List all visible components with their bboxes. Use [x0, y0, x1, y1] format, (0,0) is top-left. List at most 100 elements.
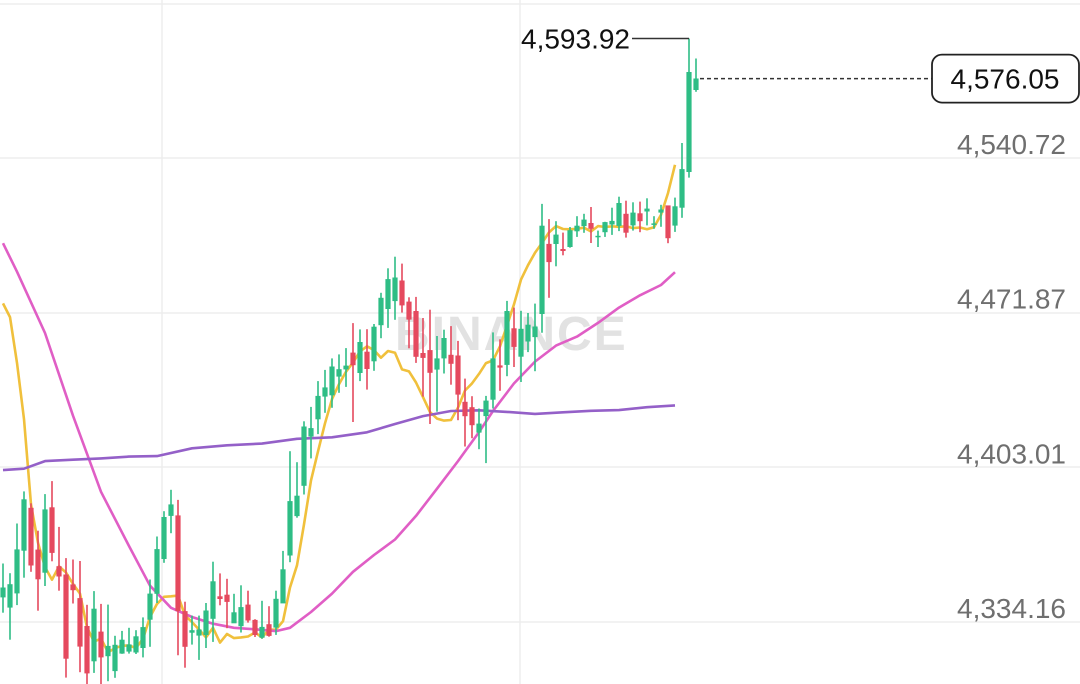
- candle: [14, 523, 20, 606]
- candle: [77, 561, 83, 673]
- candle-body: [539, 225, 545, 314]
- candle-body: [574, 225, 580, 232]
- candle: [315, 381, 321, 435]
- y-axis-ticks: 4,540.72 4,471.87 4,403.01 4,334.16: [957, 129, 1066, 624]
- candle-body: [392, 277, 398, 302]
- candle-body: [308, 428, 314, 437]
- candle-body: [490, 358, 496, 400]
- candle: [112, 635, 118, 678]
- candle: [49, 481, 55, 562]
- candle-body: [483, 400, 489, 417]
- y-tick-label: 4,334.16: [957, 593, 1066, 624]
- candle: [630, 202, 636, 231]
- current-price-box: [931, 53, 1080, 104]
- candle: [322, 369, 328, 413]
- candle-body: [455, 355, 461, 395]
- candle-body: [630, 212, 636, 226]
- candle: [203, 603, 209, 648]
- candle: [350, 323, 356, 422]
- candle-body: [609, 220, 615, 225]
- candle-body: [91, 608, 97, 662]
- candle: [84, 604, 90, 684]
- candle-body: [322, 387, 328, 397]
- candle-body: [294, 495, 300, 517]
- candle-body: [49, 507, 55, 553]
- candlesticks: [0, 38, 699, 684]
- candle-body: [154, 549, 160, 594]
- candle-body: [441, 338, 447, 359]
- candle: [392, 256, 398, 320]
- price-markers: 4,576.05 4,593.92: [521, 24, 1080, 104]
- candle: [210, 561, 216, 642]
- candle-body: [252, 619, 258, 635]
- candle: [532, 303, 538, 372]
- candle-body: [287, 501, 293, 556]
- candle-body: [224, 594, 230, 602]
- candle: [483, 395, 489, 464]
- candle-body: [371, 326, 377, 362]
- candle-body: [476, 423, 482, 433]
- candle-body: [182, 611, 188, 647]
- candle-body: [105, 645, 111, 657]
- candle: [259, 600, 265, 639]
- candle: [119, 630, 125, 654]
- candle: [546, 219, 552, 298]
- candle: [224, 578, 230, 629]
- candle: [301, 421, 307, 495]
- candle: [161, 511, 167, 563]
- candle-body: [658, 209, 664, 213]
- candle: [154, 536, 160, 603]
- candle-body: [434, 358, 440, 370]
- candle: [616, 196, 622, 232]
- candle: [525, 313, 531, 353]
- candle: [105, 604, 111, 682]
- candle: [462, 378, 468, 447]
- y-tick-label: 4,403.01: [957, 438, 1066, 469]
- candle-body: [329, 366, 335, 396]
- candle-body: [189, 630, 195, 633]
- candle-body: [273, 598, 279, 628]
- candle-body: [266, 624, 272, 636]
- candle-body: [238, 607, 244, 627]
- candle: [98, 603, 104, 684]
- candle-body: [546, 243, 552, 263]
- ma-line-3: [2, 404, 676, 472]
- candle-body: [686, 72, 692, 172]
- candle-body: [357, 342, 363, 373]
- candle-body: [567, 230, 573, 247]
- candle-body: [231, 612, 237, 624]
- candle-body: [217, 596, 223, 599]
- y-tick-label: 4,540.72: [957, 129, 1066, 160]
- candle: [581, 213, 587, 233]
- candle-body: [406, 301, 412, 320]
- candle-body: [42, 509, 48, 573]
- candle: [644, 198, 650, 226]
- candle: [35, 530, 41, 611]
- candle-body: [602, 222, 608, 233]
- candle: [595, 230, 601, 247]
- candle: [252, 619, 258, 637]
- candle: [147, 579, 153, 647]
- candle: [448, 326, 454, 385]
- candle-body: [343, 365, 349, 370]
- candle-body: [126, 644, 132, 652]
- candle: [294, 462, 300, 518]
- candle: [511, 307, 517, 367]
- candle: [539, 203, 545, 333]
- candle: [133, 630, 139, 654]
- candle: [420, 318, 426, 397]
- candle: [469, 396, 475, 439]
- candle-body: [525, 324, 531, 342]
- candle: [455, 340, 461, 421]
- candle: [623, 200, 629, 238]
- candle-body: [679, 169, 685, 208]
- candle: [441, 329, 447, 374]
- candle: [427, 309, 433, 424]
- candle-body: [693, 78, 699, 90]
- candle-body: [28, 507, 34, 566]
- candle-body: [560, 249, 566, 251]
- candle: [364, 329, 370, 390]
- candle-body: [427, 350, 433, 373]
- candle-body: [56, 566, 62, 577]
